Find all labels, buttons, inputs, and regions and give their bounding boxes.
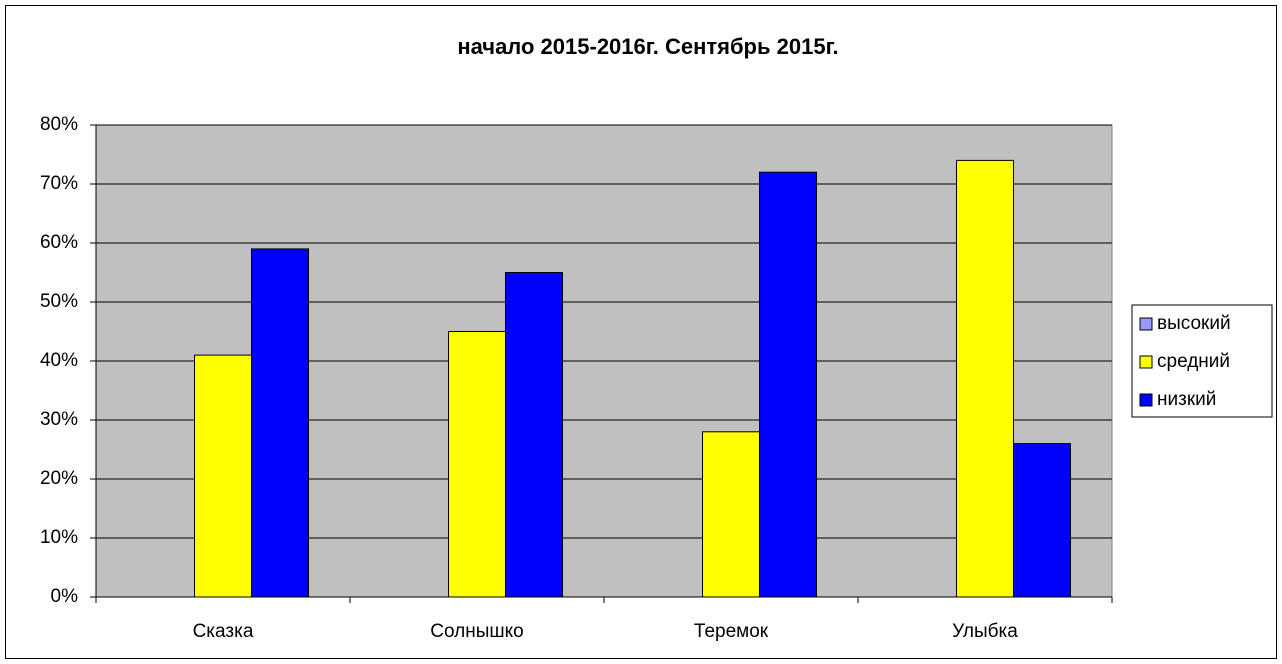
legend-swatch [1139,393,1153,407]
y-tick-label: 50% [40,291,78,312]
y-tick-label: 10% [40,527,78,548]
bar [956,159,1014,598]
bar [251,248,309,598]
legend-swatch [1139,317,1153,331]
legend-label: высокий [1157,313,1231,334]
x-tick-label: Теремок [694,621,769,642]
legend-label: низкий [1157,389,1216,410]
bar [702,431,760,598]
y-tick-label: 40% [40,350,78,371]
y-tick-label: 20% [40,468,78,489]
bar [505,272,563,598]
y-tick-label: 60% [40,232,78,253]
y-tick-label: 70% [40,173,78,194]
x-tick-label: Сказка [193,621,254,642]
legend-box [1131,304,1273,418]
bar [194,354,252,598]
y-tick-label: 0% [51,586,79,607]
legend-label: средний [1157,351,1230,372]
bar [1013,443,1071,598]
x-tick-label: Солнышко [430,621,523,642]
x-tick-label: Улыбка [952,621,1018,642]
bar [759,171,817,598]
bar [448,331,506,598]
chart-title: начало 2015-2016г. Сентябрь 2015г. [457,34,838,59]
y-tick-label: 80% [40,114,78,135]
y-tick-label: 30% [40,409,78,430]
legend-swatch [1139,355,1153,369]
